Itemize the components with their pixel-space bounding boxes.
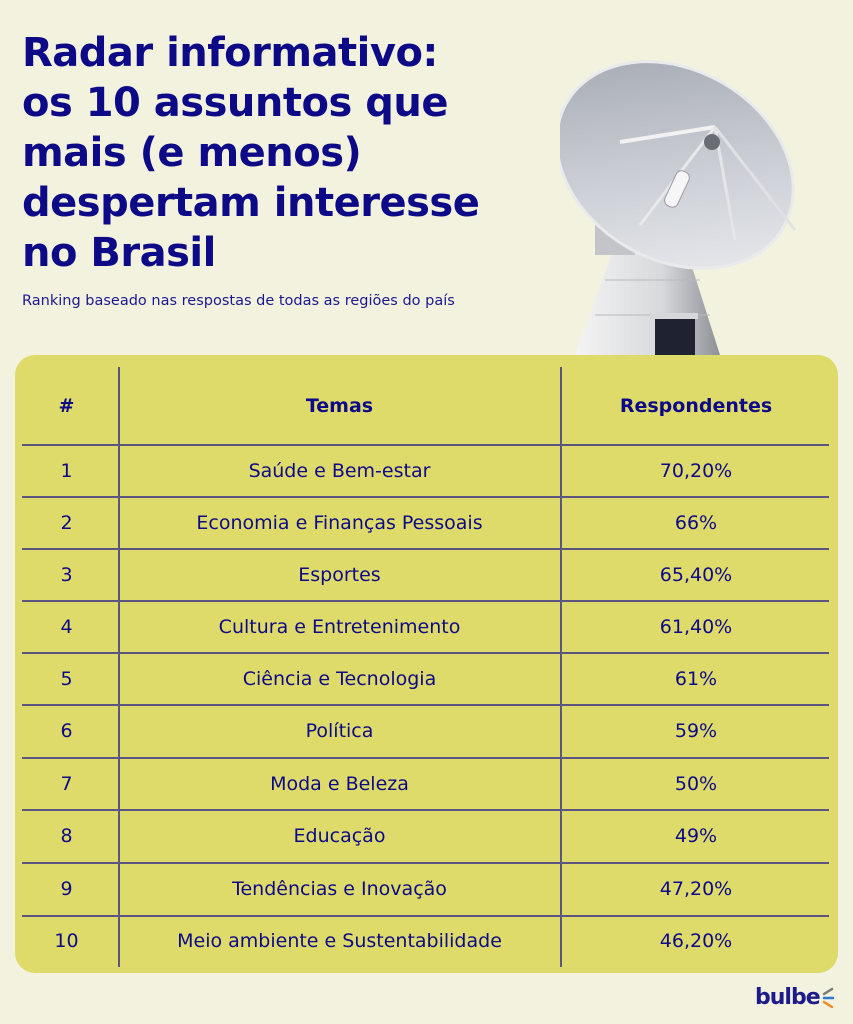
cell-rank: 9 — [60, 878, 73, 900]
cell-rank: 8 — [60, 825, 73, 847]
title-line-3: mais (e menos) — [22, 130, 362, 176]
page-title: Radar informativo: os 10 assuntos que ma… — [22, 28, 562, 278]
header-respondents: Respondentes — [619, 394, 773, 417]
cell-respondents: 46,20% — [659, 930, 733, 952]
cell-respondents: 65,40% — [659, 563, 733, 586]
cell-rank: 2 — [60, 511, 73, 534]
cell-topic: Tendências e Inovação — [232, 878, 447, 900]
row-divider — [22, 862, 829, 864]
cell-topic: Política — [305, 720, 374, 742]
title-line-4: despertam interesse — [22, 180, 480, 226]
cell-respondents: 66% — [674, 511, 718, 534]
row-divider — [22, 757, 829, 759]
cell-topic: Moda e Beleza — [270, 772, 409, 795]
cell-respondents: 50% — [674, 772, 718, 795]
row-divider — [22, 704, 829, 706]
page-subtitle: Ranking baseado nas respostas de todas a… — [22, 293, 455, 309]
cell-topic: Esportes — [298, 563, 381, 586]
satellite-dish-icon — [560, 60, 797, 355]
cell-topic: Educação — [293, 825, 386, 847]
cell-respondents: 70,20% — [659, 459, 733, 482]
header-rank: # — [58, 394, 75, 417]
cell-topic: Saúde e Bem-estar — [248, 459, 431, 482]
cell-respondents: 61% — [674, 667, 718, 690]
cell-topic: Economia e Finanças Pessoais — [196, 511, 483, 534]
cell-respondents: 49% — [674, 825, 718, 847]
cell-topic: Meio ambiente e Sustentabilidade — [177, 930, 502, 952]
column-divider-1 — [118, 367, 120, 967]
cell-rank: 7 — [60, 772, 73, 795]
title-line-2: os 10 assuntos que — [22, 80, 448, 126]
cell-respondents: 59% — [674, 720, 718, 742]
column-divider-2 — [560, 367, 562, 967]
row-divider — [22, 915, 829, 917]
cell-respondents: 47,20% — [659, 878, 733, 900]
ranking-table: # Temas Respondentes 1 Saúde e Bem-estar… — [15, 355, 838, 973]
row-divider — [22, 548, 829, 550]
cell-rank: 5 — [60, 667, 73, 690]
cell-topic: Cultura e Entretenimento — [218, 615, 461, 638]
row-divider — [22, 600, 829, 602]
cell-rank: 3 — [60, 563, 73, 586]
header-topic: Temas — [305, 394, 374, 417]
cell-rank: 4 — [60, 615, 73, 638]
cell-rank: 1 — [60, 459, 73, 482]
cell-topic: Ciência e Tecnologia — [242, 667, 437, 690]
cell-rank: 6 — [60, 720, 73, 742]
title-line-1: Radar informativo: — [22, 30, 438, 76]
row-divider — [22, 652, 829, 654]
brand-logo: bulbe — [755, 982, 835, 1012]
cell-rank: 10 — [54, 930, 79, 952]
row-divider — [22, 496, 829, 498]
title-line-5: no Brasil — [22, 230, 216, 276]
cell-respondents: 61,40% — [659, 615, 733, 638]
logo-mark-icon — [822, 987, 834, 1008]
logo-wordmark: bulbe — [755, 984, 821, 1010]
row-divider — [22, 444, 829, 446]
row-divider — [22, 809, 829, 811]
